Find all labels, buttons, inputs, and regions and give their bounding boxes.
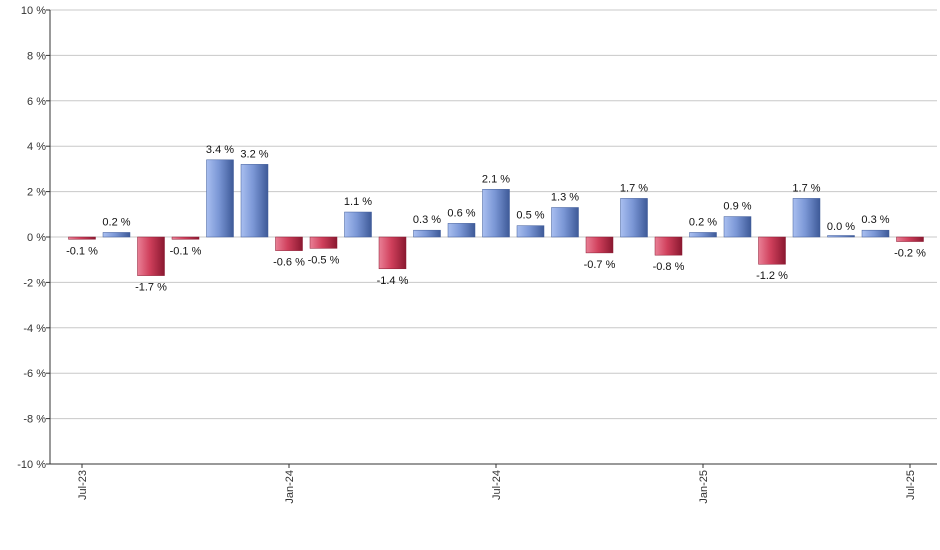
bar-dec-23	[240, 164, 269, 238]
x-tick-label: Jul-25	[905, 470, 917, 500]
data-label: -1.2 %	[756, 270, 788, 282]
bar-jan-24	[275, 236, 303, 251]
bar-nov-23	[206, 159, 234, 238]
data-labels: -0.1 %0.2 %-1.7 %-0.1 %3.4 % 3.2 %-0.6 % -…	[66, 144, 926, 294]
y-tick-label: 6 %	[27, 96, 46, 108]
bar-sep-23	[137, 236, 165, 276]
data-label: 0.3 %	[413, 214, 441, 226]
bar-may-24	[413, 229, 441, 238]
y-tick-label: 8 %	[27, 50, 46, 62]
bar-sep-24	[551, 207, 579, 238]
data-label: 0.0 %	[827, 221, 855, 233]
data-label: -0.5 %	[308, 254, 340, 266]
data-label: -1.7 %	[135, 282, 167, 294]
bar-aug-24	[516, 225, 545, 238]
bars	[68, 159, 924, 276]
data-label: -0.6 %	[273, 257, 305, 269]
data-label: 2.1 %	[482, 173, 510, 185]
x-tick-label: Jul-24	[491, 470, 503, 500]
bar-feb-24	[309, 236, 338, 249]
data-label: -0.1 %	[170, 245, 202, 257]
bar-aug-23	[102, 232, 131, 238]
x-tick-label: Jan-24	[284, 470, 296, 504]
y-tick-label: -8 %	[23, 414, 46, 426]
data-label: 0.3 %	[861, 214, 889, 226]
data-label: 1.7 %	[792, 182, 820, 194]
data-label: 1.1 %	[344, 196, 372, 208]
data-label: 0.5 %	[516, 210, 544, 222]
axes	[49, 10, 937, 465]
data-label: -0.7 %	[584, 259, 616, 271]
y-tick-label: 10 %	[21, 5, 46, 17]
y-tick-label: 2 %	[27, 187, 46, 199]
bar-jun-25	[861, 229, 890, 238]
y-tick-label: -10 %	[17, 459, 46, 471]
y-tick-label: 0 %	[27, 232, 46, 244]
x-tick-label: Jul-23	[77, 470, 89, 500]
y-tick-label: -6 %	[23, 368, 46, 380]
data-label: 0.2 %	[689, 216, 717, 228]
data-label: -1.4 %	[377, 275, 409, 287]
data-label: 0.6 %	[447, 207, 475, 219]
data-label: 3.2 %	[240, 148, 268, 160]
bar-may-25	[827, 235, 855, 238]
data-label: -0.1 %	[66, 245, 98, 257]
bar-jan-25	[689, 232, 717, 238]
y-axis-ticks: 10 % 8 % 6 % 4 % 2 % 0 % -2 % -4 % -6 % -8 % -10 %	[17, 5, 50, 471]
bar-dec-24	[654, 236, 683, 256]
data-label: -0.8 %	[653, 261, 685, 273]
y-tick-label: -2 %	[23, 277, 46, 289]
bar-jul-25	[896, 236, 924, 242]
bar-jul-24	[482, 189, 510, 238]
bar-apr-25	[792, 198, 821, 238]
bar-mar-24	[344, 211, 372, 238]
bar-mar-25	[758, 236, 786, 265]
y-tick-label: 4 %	[27, 141, 46, 153]
data-label: 0.9 %	[723, 201, 751, 213]
x-axis-ticks: Jul-23 Jan-24 Jul-24 Jan-25 Jul-25	[77, 464, 917, 504]
bar-jun-24	[447, 223, 476, 238]
data-label: -0.2 %	[894, 248, 926, 260]
bar-nov-24	[620, 198, 648, 238]
data-label: 1.7 %	[620, 182, 648, 194]
bar-jul-23	[68, 236, 96, 240]
bar-feb-25	[723, 216, 752, 238]
x-tick-label: Jan-25	[698, 470, 710, 504]
data-label: 3.4 %	[206, 144, 234, 156]
bar-oct-23	[171, 236, 200, 240]
bar-apr-24	[378, 236, 407, 270]
bar-oct-24	[585, 236, 614, 254]
data-label: 0.2 %	[102, 216, 130, 228]
data-label: 1.3 %	[551, 191, 579, 203]
y-tick-label: -4 %	[23, 323, 46, 335]
